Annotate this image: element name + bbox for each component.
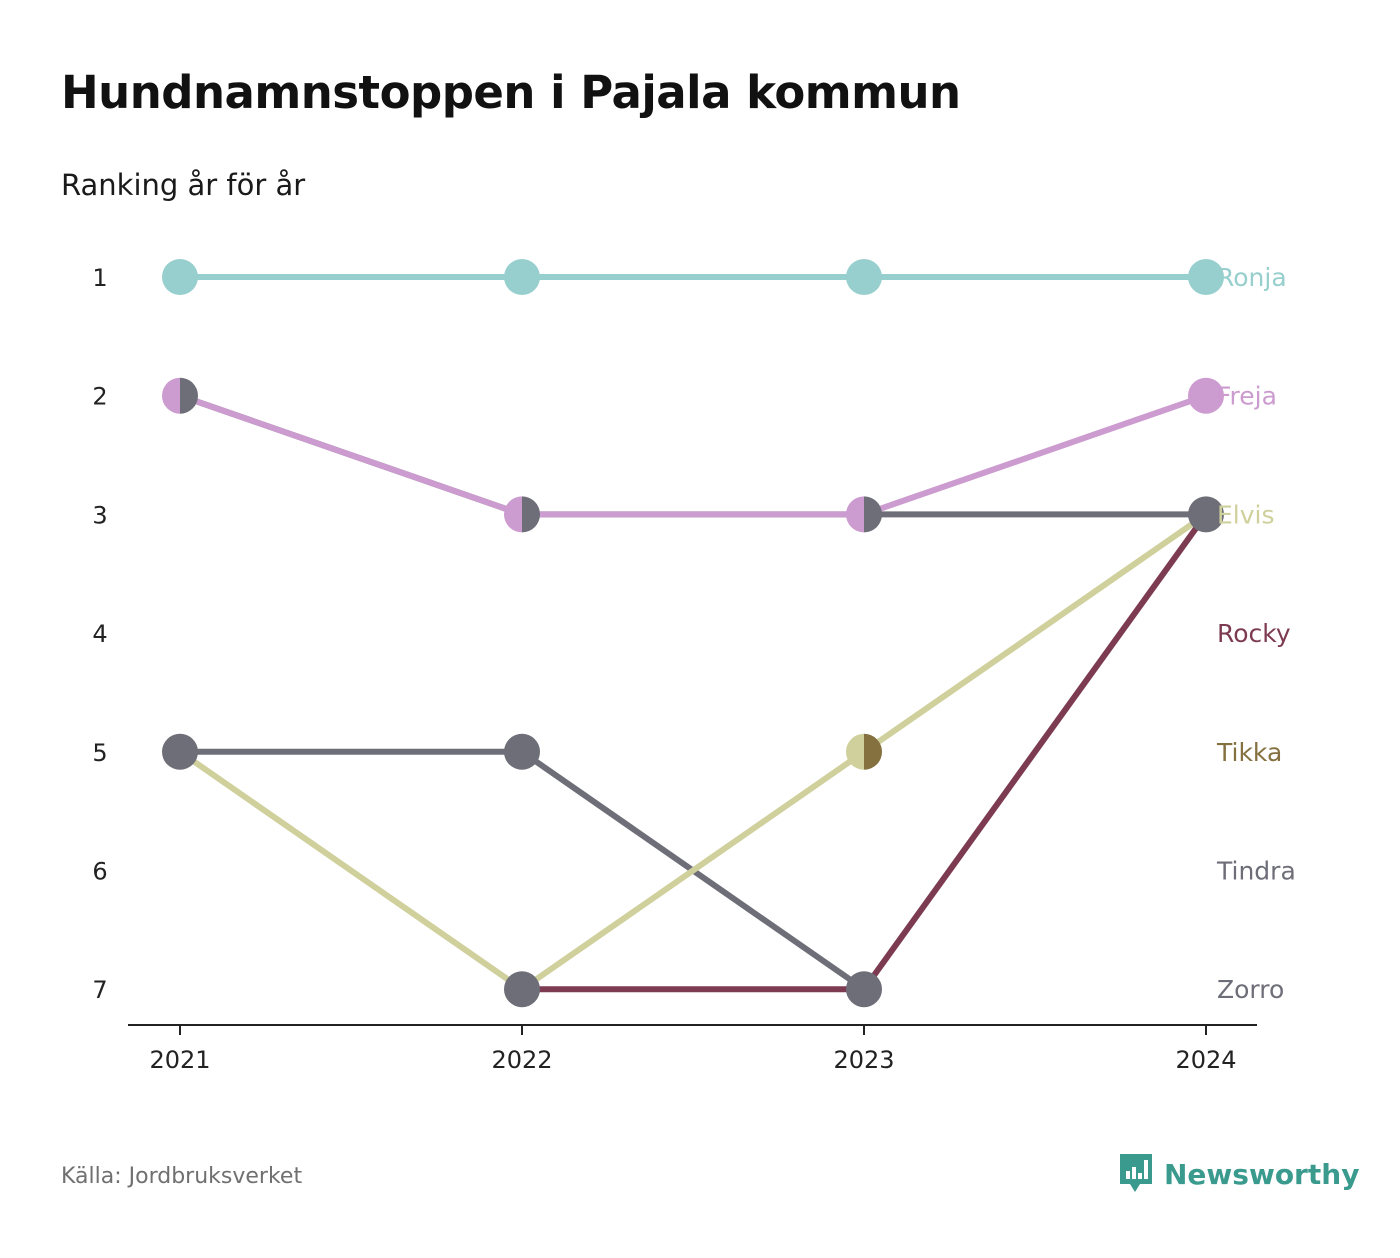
series-label-freja: Freja [1217,382,1277,411]
brand: Newsworthy [1118,1152,1359,1196]
brand-name: Newsworthy [1164,1157,1360,1191]
y-tick-label: 5 [92,739,107,767]
data-point-left-half [846,733,864,770]
series-line-zorro [177,748,867,993]
x-tick-label: 2021 [149,1046,210,1074]
data-point [162,733,198,770]
data-point [846,971,882,1008]
data-point [504,971,540,1008]
data-point-left-half [162,377,180,414]
x-tick-label: 2024 [1175,1046,1236,1074]
data-point-split [503,496,540,533]
data-point-right-half [864,496,882,533]
data-point-right-half [180,377,198,414]
data-point [504,733,540,770]
series-label-zorro: Zorro [1217,975,1284,1004]
data-point-split [845,496,882,533]
y-tick-label: 1 [92,264,107,292]
data-point [846,259,882,295]
series-points [162,259,1224,1008]
data-point-split [162,377,198,414]
x-tick-label: 2022 [491,1046,552,1074]
data-point [1188,377,1224,414]
y-tick-label: 7 [92,976,107,1004]
series-line-elvis [177,511,1209,993]
series-lines [177,274,1209,993]
chart-subtitle: Ranking år för år [61,168,306,202]
series-line-tindra [177,392,1209,518]
series-labels: Ronja Freja Elvis Rocky Tikka Tindra Zorro [1216,263,1296,1004]
source-note: Källa: Jordbruksverket [61,1164,303,1189]
data-point-right-half [522,496,540,533]
series-label-elvis: Elvis [1217,500,1275,529]
data-point-left-half [845,496,864,533]
data-point-split [846,733,882,770]
y-tick-label: 3 [92,501,107,529]
y-tick-label: 4 [92,620,107,648]
series-label-tindra: Tindra [1216,857,1296,886]
x-tick-label: 2023 [833,1046,894,1074]
y-tick-label: 6 [92,858,107,886]
data-point [1188,259,1224,295]
chart-title: Hundnamnstoppen i Pajala kommun [61,66,961,119]
series-label-tikka: Tikka [1216,738,1282,767]
series-label-rocky: Rocky [1217,619,1291,648]
data-point [504,259,540,295]
data-point-right-half [864,733,882,770]
series-line-freja [177,392,1209,518]
y-tick-label: 2 [92,383,107,411]
series-label-ronja: Ronja [1217,263,1287,292]
chart-axes: 2021 2022 2023 2024 1 2 3 4 5 6 7 [92,264,1257,1074]
data-point [162,259,198,295]
data-point [1188,496,1224,533]
data-point-left-half [503,496,522,533]
newsworthy-logo-icon [1120,1154,1152,1192]
